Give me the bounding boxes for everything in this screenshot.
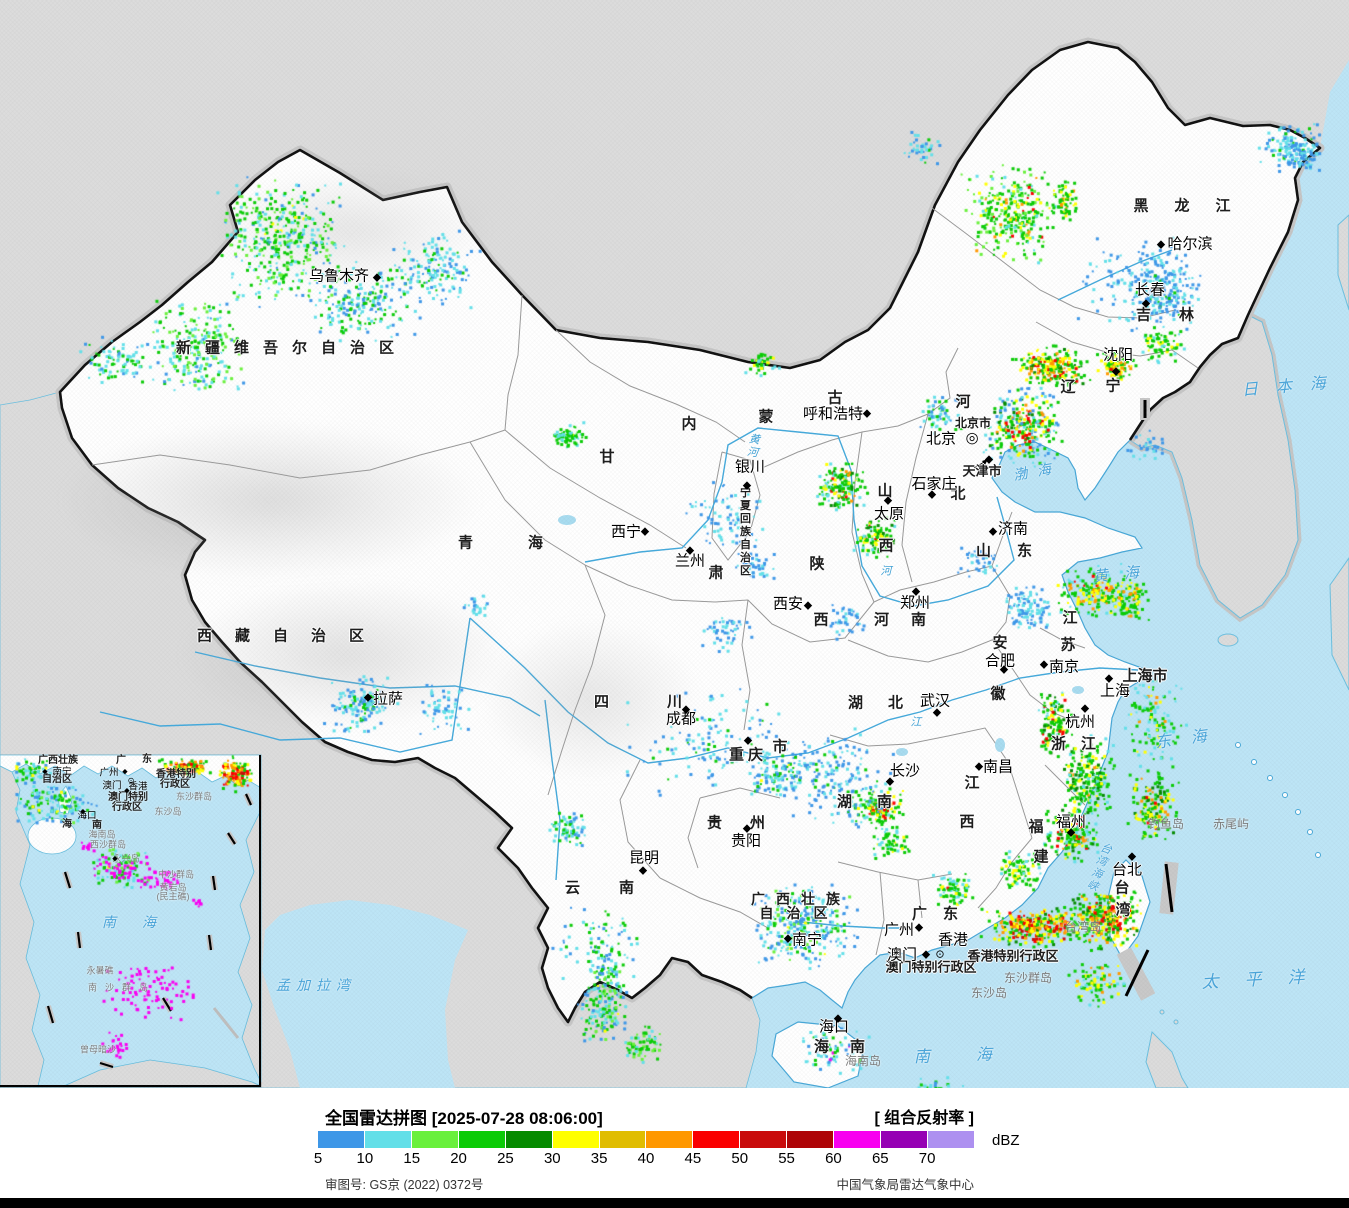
colorbar-seg-5: [318, 1131, 365, 1148]
tick-55: 55: [778, 1150, 795, 1167]
map-title: 全国雷达拼图 [2025-07-28 08:06:00]: [325, 1109, 603, 1128]
legend-panel: 全国雷达拼图 [2025-07-28 08:06:00] [ 组合反射率 ] d…: [0, 1088, 1349, 1198]
tick-25: 25: [497, 1150, 514, 1167]
colorbar-seg-25: [505, 1131, 553, 1148]
colorbar-seg-60: [834, 1131, 882, 1148]
tick-45: 45: [684, 1150, 702, 1167]
colorbar-seg-70: [927, 1131, 974, 1148]
colorbar-seg-30: [552, 1131, 600, 1148]
tick-50: 50: [731, 1150, 749, 1167]
reflectivity-colorbar: [318, 1131, 974, 1148]
tick-5: 5: [313, 1150, 323, 1167]
china-radar-map: 黑龙江 吉林辽宁内蒙古河北山西陕西山东 河南甘肃青海 新疆维吾尔自治区 西藏自治区 宁夏回…: [0, 0, 1349, 1088]
colorbar-seg-45: [693, 1131, 741, 1148]
tick-60: 60: [825, 1150, 842, 1167]
colorbar-seg-40: [646, 1131, 694, 1148]
product-label: [ 组合反射率 ]: [874, 1110, 974, 1127]
approval-number: 审图号: GS京 (2022) 0372号: [325, 1178, 484, 1192]
colorbar-seg-35: [599, 1131, 647, 1148]
tick-65: 65: [871, 1150, 889, 1167]
colorbar-seg-20: [458, 1131, 506, 1148]
credit: 中国气象局雷达气象中心: [836, 1178, 974, 1192]
tick-35: 35: [590, 1150, 608, 1167]
tick-40: 40: [637, 1150, 655, 1167]
unit-label: dBZ: [992, 1132, 1020, 1149]
colorbar-ticks: 5 10 15 20 25 30 35 40 45 50 55 60 65 70: [0, 1150, 1349, 1167]
tick-30: 30: [543, 1150, 561, 1167]
tick-70: 70: [918, 1150, 936, 1167]
tick-10: 10: [356, 1150, 374, 1167]
bottom-bar: [0, 1198, 1349, 1208]
colorbar-seg-55: [787, 1131, 835, 1148]
colorbar-seg-15: [411, 1131, 459, 1148]
colorbar-seg-65: [881, 1131, 928, 1148]
tick-15: 15: [403, 1150, 421, 1167]
colorbar-seg-10: [364, 1131, 412, 1148]
radar-echo-canvas: [0, 0, 1349, 1088]
colorbar-seg-50: [740, 1131, 788, 1148]
tick-20: 20: [450, 1150, 467, 1167]
